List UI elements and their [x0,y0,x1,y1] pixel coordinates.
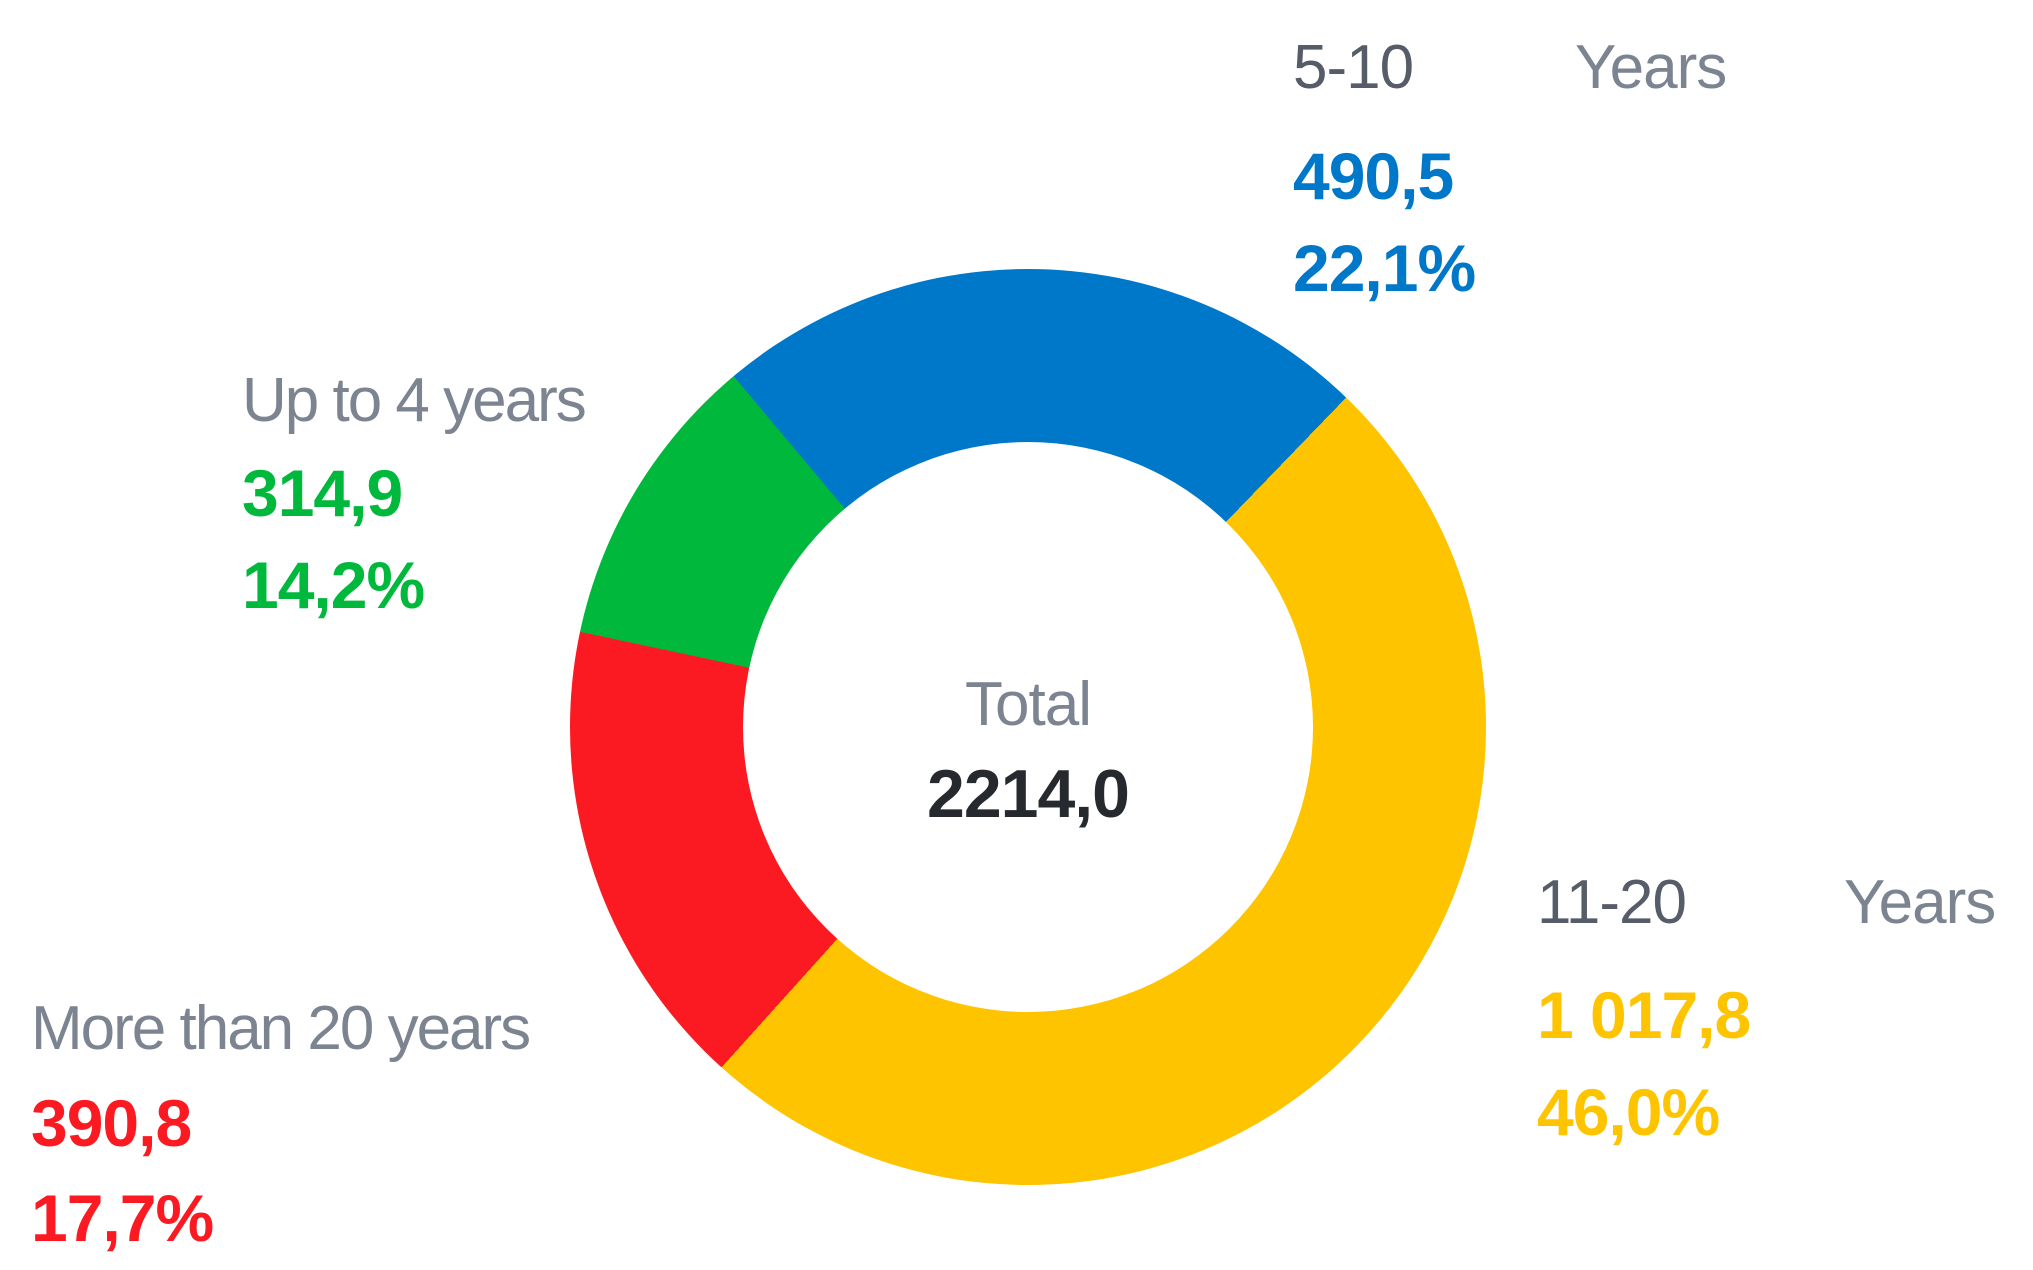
donut-hole: Total 2214,0 [743,442,1313,1012]
slice-range-label: 11-20 [1537,868,1687,937]
callout-title-row: 5-10 Years [1293,22,1727,130]
total-value: 2214,0 [927,755,1130,832]
callout-title-row: 11-20 Years [1537,854,1996,967]
slice-value: 314,9 [242,456,403,530]
callout-up-to-4-years: Up to 4 years 314,9 14,2% [242,355,587,631]
slice-label: Up to 4 years [242,366,587,435]
slice-percentage: 14,2% [242,548,425,622]
donut-ring: Total 2214,0 [570,269,1486,1185]
callout-5-10-years: 5-10 Years 490,5 22,1% [1293,22,1727,314]
slice-percentage: 22,1% [1293,231,1476,305]
slice-range-label: 5-10 [1293,33,1414,102]
slice-percentage: 46,0% [1537,1075,1720,1149]
slice-unit-label: Years [1575,33,1727,102]
slice-unit-label: Years [1844,868,1996,937]
total-label: Total [965,669,1092,739]
slice-value: 390,8 [31,1086,192,1160]
slice-label: More than 20 years [31,994,531,1063]
slice-value: 490,5 [1293,139,1454,213]
slice-percentage: 17,7% [31,1181,214,1255]
callout-more-than-20-years: More than 20 years 390,8 17,7% [31,981,531,1266]
slice-value: 1 017,8 [1537,978,1751,1052]
callout-11-20-years: 11-20 Years 1 017,8 46,0% [1537,854,1996,1161]
